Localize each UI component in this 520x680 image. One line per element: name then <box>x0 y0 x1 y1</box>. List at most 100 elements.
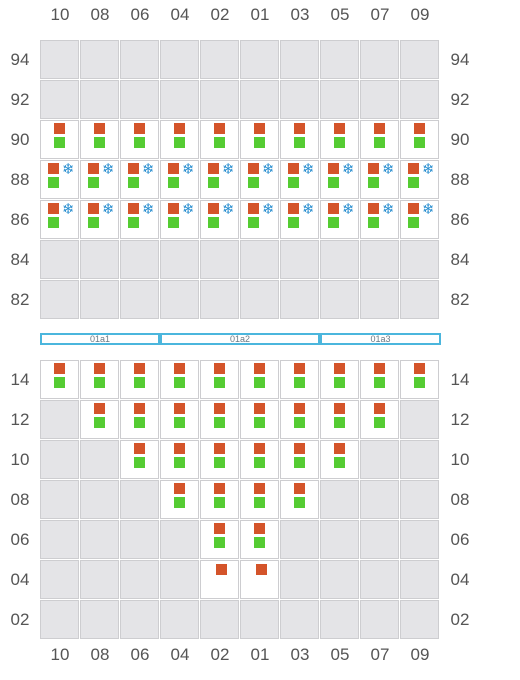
container-marker <box>334 123 345 134</box>
container-slot[interactable] <box>360 120 399 159</box>
container-slot[interactable] <box>120 120 159 159</box>
container-slot[interactable] <box>280 360 319 399</box>
container-slot[interactable]: ❄ <box>200 200 239 239</box>
container-slot[interactable] <box>80 360 119 399</box>
container-marker <box>208 203 219 214</box>
empty-slot <box>280 40 319 79</box>
status-marker <box>408 217 419 228</box>
container-slot[interactable] <box>240 400 279 439</box>
container-slot[interactable] <box>280 480 319 519</box>
container-slot[interactable]: ❄ <box>320 200 359 239</box>
container-marker <box>294 483 305 494</box>
empty-slot <box>80 560 119 599</box>
container-slot[interactable] <box>160 400 199 439</box>
container-slot[interactable]: ❄ <box>160 160 199 199</box>
container-marker <box>88 163 99 174</box>
container-slot[interactable] <box>400 360 439 399</box>
container-slot[interactable] <box>80 120 119 159</box>
container-slot[interactable] <box>200 520 239 559</box>
empty-slot <box>360 560 399 599</box>
container-slot[interactable] <box>320 360 359 399</box>
container-marker <box>254 363 265 374</box>
status-marker <box>368 217 379 228</box>
container-slot[interactable]: ❄ <box>240 200 279 239</box>
status-marker <box>254 377 265 388</box>
container-marker <box>94 363 105 374</box>
container-slot[interactable] <box>200 480 239 519</box>
bay-01a1[interactable]: 01a1 <box>40 333 160 345</box>
status-marker <box>134 417 145 428</box>
container-slot[interactable] <box>40 360 79 399</box>
empty-slot <box>240 80 279 119</box>
container-slot[interactable]: ❄ <box>40 200 79 239</box>
container-slot[interactable] <box>360 360 399 399</box>
container-slot[interactable] <box>240 480 279 519</box>
bay-01a2[interactable]: 01a2 <box>160 333 320 345</box>
container-slot[interactable]: ❄ <box>120 200 159 239</box>
empty-slot <box>400 400 439 439</box>
snowflake-icon: ❄ <box>142 160 155 178</box>
container-slot[interactable]: ❄ <box>360 200 399 239</box>
container-slot[interactable] <box>280 400 319 439</box>
container-slot[interactable] <box>240 520 279 559</box>
empty-slot <box>240 40 279 79</box>
container-slot[interactable] <box>160 360 199 399</box>
container-slot[interactable] <box>120 360 159 399</box>
container-slot[interactable] <box>280 120 319 159</box>
container-slot[interactable]: ❄ <box>400 160 439 199</box>
container-slot[interactable]: ❄ <box>80 200 119 239</box>
container-slot[interactable] <box>400 120 439 159</box>
container-slot[interactable] <box>360 400 399 439</box>
container-marker <box>214 363 225 374</box>
container-slot[interactable]: ❄ <box>320 160 359 199</box>
container-slot[interactable]: ❄ <box>200 160 239 199</box>
container-marker <box>134 363 145 374</box>
container-slot[interactable] <box>40 120 79 159</box>
container-slot[interactable]: ❄ <box>40 160 79 199</box>
container-slot[interactable] <box>120 440 159 479</box>
container-slot[interactable] <box>200 360 239 399</box>
container-slot[interactable] <box>200 560 239 599</box>
container-slot[interactable] <box>200 400 239 439</box>
container-slot[interactable] <box>320 120 359 159</box>
container-slot[interactable] <box>80 400 119 439</box>
container-slot[interactable] <box>200 440 239 479</box>
container-slot[interactable]: ❄ <box>400 200 439 239</box>
container-slot[interactable]: ❄ <box>120 160 159 199</box>
empty-slot <box>160 40 199 79</box>
container-slot[interactable]: ❄ <box>240 160 279 199</box>
status-marker <box>334 417 345 428</box>
empty-slot <box>120 600 159 639</box>
container-slot[interactable] <box>240 440 279 479</box>
empty-slot <box>320 560 359 599</box>
container-slot[interactable] <box>160 120 199 159</box>
container-slot[interactable] <box>160 440 199 479</box>
empty-slot <box>240 240 279 279</box>
container-slot[interactable]: ❄ <box>160 200 199 239</box>
container-slot[interactable] <box>240 120 279 159</box>
container-slot[interactable] <box>280 440 319 479</box>
container-slot[interactable]: ❄ <box>360 160 399 199</box>
empty-slot <box>400 80 439 119</box>
hold-row-label-left: 02 <box>10 610 30 629</box>
container-slot[interactable]: ❄ <box>80 160 119 199</box>
column-label-bottom: 05 <box>330 645 350 664</box>
container-marker <box>168 203 179 214</box>
status-marker <box>214 417 225 428</box>
column-label-top: 08 <box>90 5 110 24</box>
container-slot[interactable] <box>120 400 159 439</box>
column-label-bottom: 08 <box>90 645 110 664</box>
status-marker <box>214 537 225 548</box>
container-slot[interactable] <box>320 440 359 479</box>
container-slot[interactable] <box>240 360 279 399</box>
bay-01a3[interactable]: 01a3 <box>320 333 441 345</box>
status-marker <box>334 137 345 148</box>
container-slot[interactable] <box>240 560 279 599</box>
container-slot[interactable]: ❄ <box>280 200 319 239</box>
container-slot[interactable] <box>200 120 239 159</box>
container-slot[interactable] <box>160 480 199 519</box>
snowflake-icon: ❄ <box>222 200 235 218</box>
container-marker <box>254 483 265 494</box>
container-slot[interactable] <box>320 400 359 439</box>
container-slot[interactable]: ❄ <box>280 160 319 199</box>
